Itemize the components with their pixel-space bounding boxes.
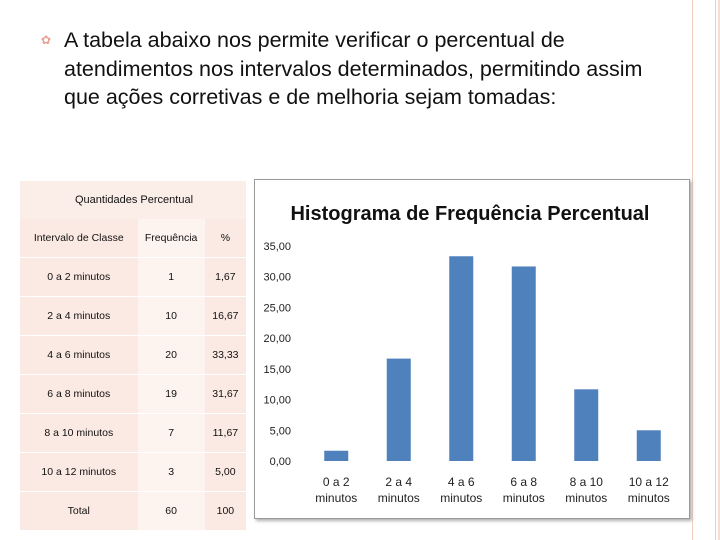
y-tick-label: 35,00 xyxy=(263,241,291,253)
histogram-bar xyxy=(386,358,411,461)
cell-total-frequency: 60 xyxy=(137,491,205,531)
y-tick-label: 30,00 xyxy=(263,272,291,284)
flourish-bullet-icon: ✿ xyxy=(41,33,52,47)
y-tick-label: 20,00 xyxy=(263,333,291,345)
cell-interval: 10 a 12 minutos xyxy=(20,452,138,492)
table-header-row: Intervalo de Classe Frequência % xyxy=(20,219,246,258)
histogram-svg: Histograma de Frequência Percentual 0,00… xyxy=(263,203,670,505)
cell-interval: 0 a 2 minutos xyxy=(20,257,138,297)
cell-interval: 4 a 6 minutos xyxy=(20,335,138,375)
slide-border-decoration xyxy=(692,0,716,540)
cell-total-label: Total xyxy=(20,491,138,531)
table-row: 4 a 6 minutos 20 33,33 xyxy=(20,335,246,375)
histogram-bar xyxy=(511,266,536,461)
y-tick-label: 10,00 xyxy=(263,395,291,407)
x-category-label: minutos xyxy=(440,491,482,505)
header-frequency: Frequência xyxy=(137,219,205,258)
table-row: 10 a 12 minutos 3 5,00 xyxy=(20,452,246,492)
chart-title: Histograma de Frequência Percentual xyxy=(290,203,649,225)
x-category-label: 6 a 8 xyxy=(510,475,537,489)
x-category-label: 4 a 6 xyxy=(448,475,475,489)
x-category-label: 10 a 12 xyxy=(629,475,669,489)
cell-interval: 8 a 10 minutos xyxy=(20,413,138,453)
histogram-bar xyxy=(636,430,661,461)
cell-percent: 33,33 xyxy=(204,335,246,375)
y-tick-label: 25,00 xyxy=(263,302,291,314)
x-category-label: minutos xyxy=(503,491,545,505)
cell-percent: 5,00 xyxy=(204,452,246,492)
x-category-label: 2 a 4 xyxy=(385,475,412,489)
table-total-row: Total 60 100 xyxy=(20,491,246,531)
x-category-label: minutos xyxy=(315,491,357,505)
histogram-chart: Histograma de Frequência Percentual 0,00… xyxy=(254,179,690,519)
cell-total-percent: 100 xyxy=(204,491,246,531)
y-tick-label: 0,00 xyxy=(270,456,291,468)
y-tick-label: 15,00 xyxy=(263,364,291,376)
x-category-label: minutos xyxy=(565,491,607,505)
header-interval: Intervalo de Classe xyxy=(20,219,138,258)
table-title: Quantidades Percentual xyxy=(20,181,246,219)
table-row: 0 a 2 minutos 1 1,67 xyxy=(20,257,246,297)
y-tick-label: 5,00 xyxy=(270,425,291,437)
cell-percent: 11,67 xyxy=(204,413,246,453)
table-row: 6 a 8 minutos 19 31,67 xyxy=(20,374,246,414)
cell-frequency: 10 xyxy=(137,296,205,336)
x-category-label: minutos xyxy=(378,491,420,505)
cell-interval: 6 a 8 minutos xyxy=(20,374,138,414)
cell-frequency: 20 xyxy=(137,335,205,375)
table-row: 2 a 4 minutos 10 16,67 xyxy=(20,296,246,336)
cell-interval: 2 a 4 minutos xyxy=(20,296,138,336)
table-row: 8 a 10 minutos 7 11,67 xyxy=(20,413,246,453)
cell-percent: 1,67 xyxy=(204,257,246,297)
x-category-label: 0 a 2 xyxy=(323,475,350,489)
histogram-bar xyxy=(449,256,474,461)
intro-paragraph: A tabela abaixo nos permite verificar o … xyxy=(64,28,643,109)
cell-frequency: 7 xyxy=(137,413,205,453)
cell-percent: 16,67 xyxy=(204,296,246,336)
cell-frequency: 1 xyxy=(137,257,205,297)
histogram-bar xyxy=(324,450,349,461)
x-category-label: 8 a 10 xyxy=(570,475,604,489)
frequency-table: Quantidades Percentual Intervalo de Clas… xyxy=(20,181,246,531)
slide-border-decoration-outer xyxy=(718,0,720,540)
header-percent: % xyxy=(204,219,246,258)
x-category-label: minutos xyxy=(628,491,670,505)
cell-frequency: 3 xyxy=(137,452,205,492)
cell-percent: 31,67 xyxy=(204,374,246,414)
cell-frequency: 19 xyxy=(137,374,205,414)
histogram-bar xyxy=(574,389,599,461)
